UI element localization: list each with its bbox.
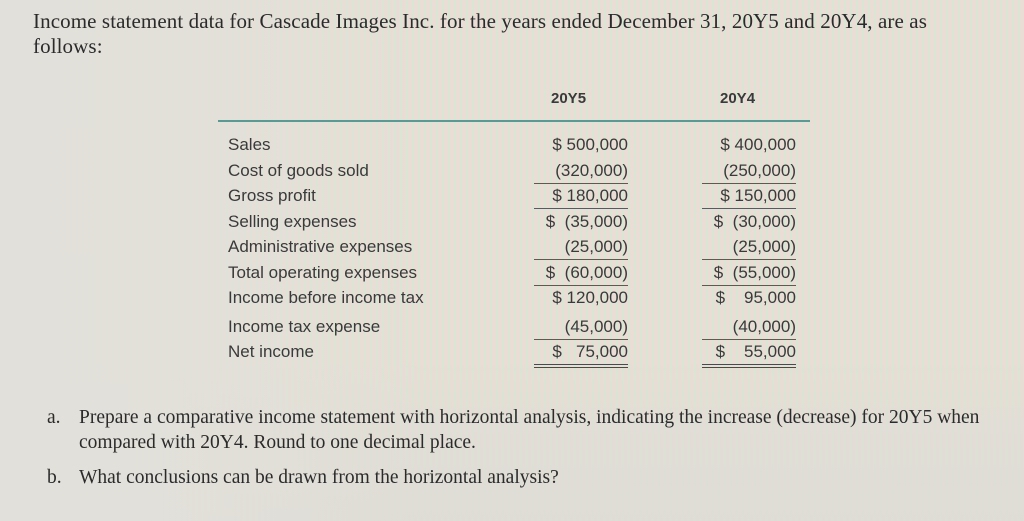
row-label: Selling expenses xyxy=(228,211,357,231)
column-header-20y5: 20Y5 xyxy=(551,90,587,107)
income-statement-table: 20Y5 20Y4 Sales $ 500,000 $ 400,000 Cost… xyxy=(218,86,810,368)
table-body: Sales $ 500,000 $ 400,000 Cost of goods … xyxy=(218,132,810,368)
row-label: Administrative expenses xyxy=(228,237,413,256)
question-b: b. What conclusions can be drawn from th… xyxy=(47,465,987,490)
table-row-total-operating-expenses: Total operating expenses $ (60,000) $ (5… xyxy=(218,260,810,286)
value-20y4: $ (55,000) xyxy=(702,260,796,286)
value-20y4: $ 95,000 xyxy=(715,288,796,307)
value-20y4: $ (30,000) xyxy=(713,211,796,231)
value-20y4: (25,000) xyxy=(702,234,796,260)
intro-paragraph: Income statement data for Cascade Images… xyxy=(33,9,927,58)
row-label: Income before income tax xyxy=(228,288,424,307)
table-row-income-tax-expense: Income tax expense (45,000) (40,000) xyxy=(218,314,810,340)
value-20y4: $ 55,000 xyxy=(702,339,796,368)
value-20y4: (40,000) xyxy=(702,314,796,340)
question-list: a. Prepare a comparative income statemen… xyxy=(47,405,987,500)
question-a: a. Prepare a comparative income statemen… xyxy=(47,405,987,455)
column-header-20y4: 20Y4 xyxy=(720,90,756,107)
row-label: Total operating expenses xyxy=(228,262,418,282)
table-row-net-income: Net income $ 75,000 $ 55,000 xyxy=(218,339,810,368)
row-label: Sales xyxy=(228,135,271,154)
value-20y5: $ 500,000 xyxy=(552,135,628,154)
value-20y5: $ 180,000 xyxy=(534,183,628,209)
row-label: Net income xyxy=(228,342,314,361)
table-row-selling-expenses: Selling expenses $ (35,000) $ (30,000) xyxy=(218,209,810,235)
value-20y4: (250,000) xyxy=(702,158,796,184)
question-label: a. xyxy=(47,407,61,428)
row-label: Income tax expense xyxy=(228,316,381,336)
table-row-income-before-tax: Income before income tax $ 120,000 $ 95,… xyxy=(218,285,810,311)
value-20y5: $ 120,000 xyxy=(552,288,628,307)
question-text: Prepare a comparative income statement w… xyxy=(79,407,980,453)
question-text: What conclusions can be drawn from the h… xyxy=(79,467,559,488)
value-20y4: $ 150,000 xyxy=(702,183,796,209)
value-20y5: $ 75,000 xyxy=(534,339,628,368)
value-20y5: (45,000) xyxy=(534,314,628,340)
row-label: Cost of goods sold xyxy=(228,160,369,180)
table-row-sales: Sales $ 500,000 $ 400,000 xyxy=(218,132,810,158)
table-header: 20Y5 20Y4 xyxy=(218,86,810,122)
value-20y4: $ 400,000 xyxy=(720,135,796,154)
row-label: Gross profit xyxy=(228,186,316,205)
table-row-administrative-expenses: Administrative expenses (25,000) (25,000… xyxy=(218,234,810,260)
table-row-gross-profit: Gross profit $ 180,000 $ 150,000 xyxy=(218,183,810,209)
question-label: b. xyxy=(47,467,62,488)
value-20y5: (320,000) xyxy=(534,158,628,184)
value-20y5: $ (60,000) xyxy=(534,260,628,286)
value-20y5: (25,000) xyxy=(534,234,628,260)
table-row-cost-of-goods-sold: Cost of goods sold (320,000) (250,000) xyxy=(218,158,810,184)
value-20y5: $ (35,000) xyxy=(545,211,628,231)
